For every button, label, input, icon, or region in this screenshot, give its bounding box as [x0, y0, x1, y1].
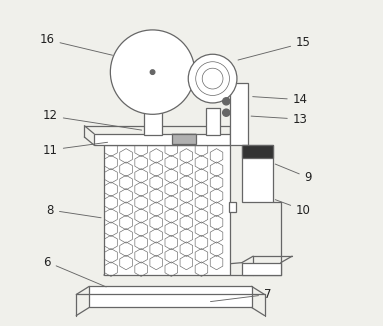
Text: 15: 15	[238, 37, 311, 60]
Bar	[89, 286, 252, 307]
Circle shape	[110, 30, 195, 114]
Bar	[104, 145, 231, 275]
Bar	[242, 263, 281, 275]
Text: 12: 12	[43, 110, 142, 130]
Text: 8: 8	[47, 203, 101, 218]
Text: 14: 14	[253, 93, 308, 106]
Text: 13: 13	[251, 113, 308, 126]
Text: 10: 10	[275, 200, 311, 216]
Bar	[229, 202, 236, 212]
Bar	[231, 83, 248, 145]
Bar	[242, 145, 273, 202]
Bar	[172, 134, 196, 144]
Circle shape	[150, 70, 155, 74]
Circle shape	[223, 98, 230, 105]
Bar	[242, 145, 273, 158]
Text: 16: 16	[39, 33, 113, 55]
Bar	[206, 108, 220, 135]
Bar	[144, 103, 162, 135]
Circle shape	[188, 54, 237, 103]
Circle shape	[223, 109, 230, 116]
Text: 9: 9	[275, 164, 312, 184]
Bar	[94, 134, 231, 145]
Text: 6: 6	[43, 256, 106, 287]
Text: 7: 7	[211, 288, 272, 302]
Text: 11: 11	[43, 142, 108, 156]
